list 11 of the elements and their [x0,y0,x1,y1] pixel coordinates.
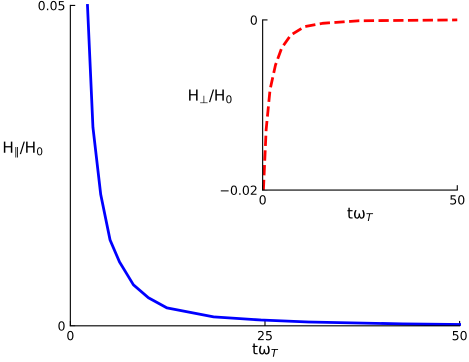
x-tick-label: 0 [67,330,74,340]
y-tick-label: −0.02 [220,186,257,195]
x-tick-label: 50 [452,330,467,340]
x-axis-title: tω$_{T}$ [347,208,374,222]
line-series [262,18,459,192]
y-tick-label: 0.05 [38,0,64,10]
x-axis-title: tω$_{T}$ [252,344,278,357]
y-axis-title: H$_{∥}$/H$_{0}$ [4,142,42,158]
x-tick-label: 25 [258,330,272,340]
y-axis-title: H$_{⊥}$/H$_{0}$ [189,90,232,104]
x-tick-label: 50 [450,195,464,205]
